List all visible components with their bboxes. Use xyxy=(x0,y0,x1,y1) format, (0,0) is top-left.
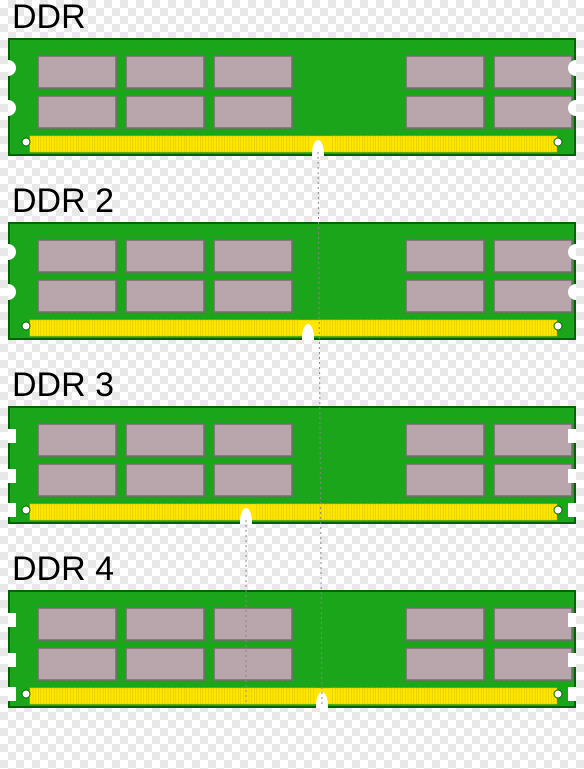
memory-chip xyxy=(38,96,116,128)
memory-chip xyxy=(126,648,204,680)
memory-chip xyxy=(406,280,484,312)
pin-band xyxy=(30,136,557,152)
memory-chip xyxy=(38,240,116,272)
spacer xyxy=(0,340,584,368)
memory-chip xyxy=(126,424,204,456)
memory-chip xyxy=(406,608,484,640)
memory-chip xyxy=(38,464,116,496)
ram-module xyxy=(8,590,576,708)
screw-hole xyxy=(554,690,562,698)
memory-chip xyxy=(214,280,292,312)
memory-chip xyxy=(214,240,292,272)
ram-module xyxy=(8,222,576,340)
module-3: DDR 4 xyxy=(8,552,576,708)
memory-chip xyxy=(126,280,204,312)
screw-hole xyxy=(554,506,562,514)
memory-chip xyxy=(214,424,292,456)
memory-chip xyxy=(38,648,116,680)
ram-module xyxy=(8,38,576,156)
memory-chip xyxy=(494,464,572,496)
module-label: DDR 4 xyxy=(12,552,576,586)
ram-module xyxy=(8,406,576,524)
memory-chip xyxy=(126,56,204,88)
memory-chip xyxy=(406,424,484,456)
memory-chip xyxy=(406,648,484,680)
module-0: DDR xyxy=(8,0,576,156)
module-2: DDR 3 xyxy=(8,368,576,524)
memory-chip xyxy=(406,240,484,272)
memory-chip xyxy=(494,56,572,88)
screw-hole xyxy=(554,138,562,146)
spacer xyxy=(0,524,584,552)
screw-hole xyxy=(554,322,562,330)
screw-hole xyxy=(22,138,30,146)
screw-hole xyxy=(22,322,30,330)
memory-chip xyxy=(494,240,572,272)
memory-chip xyxy=(214,464,292,496)
memory-chip xyxy=(406,464,484,496)
pin-band xyxy=(30,688,557,704)
memory-chip xyxy=(126,464,204,496)
memory-chip xyxy=(406,96,484,128)
memory-chip xyxy=(214,648,292,680)
memory-chip xyxy=(214,56,292,88)
screw-hole xyxy=(22,690,30,698)
memory-chip xyxy=(214,96,292,128)
memory-chip xyxy=(38,424,116,456)
memory-chip xyxy=(126,96,204,128)
module-label: DDR 2 xyxy=(12,184,576,218)
memory-chip xyxy=(494,424,572,456)
memory-chip xyxy=(126,608,204,640)
memory-chip xyxy=(494,608,572,640)
memory-chip xyxy=(494,96,572,128)
pin-band xyxy=(30,504,557,520)
memory-chip xyxy=(126,240,204,272)
memory-chip xyxy=(494,280,572,312)
screw-hole xyxy=(22,506,30,514)
memory-chip xyxy=(494,648,572,680)
memory-chip xyxy=(38,608,116,640)
module-1: DDR 2 xyxy=(8,184,576,340)
memory-chip xyxy=(38,56,116,88)
spacer xyxy=(0,156,584,184)
module-label: DDR 3 xyxy=(12,368,576,402)
memory-chip xyxy=(406,56,484,88)
module-label: DDR xyxy=(12,0,576,34)
memory-chip xyxy=(214,608,292,640)
memory-chip xyxy=(38,280,116,312)
pin-band xyxy=(30,320,557,336)
